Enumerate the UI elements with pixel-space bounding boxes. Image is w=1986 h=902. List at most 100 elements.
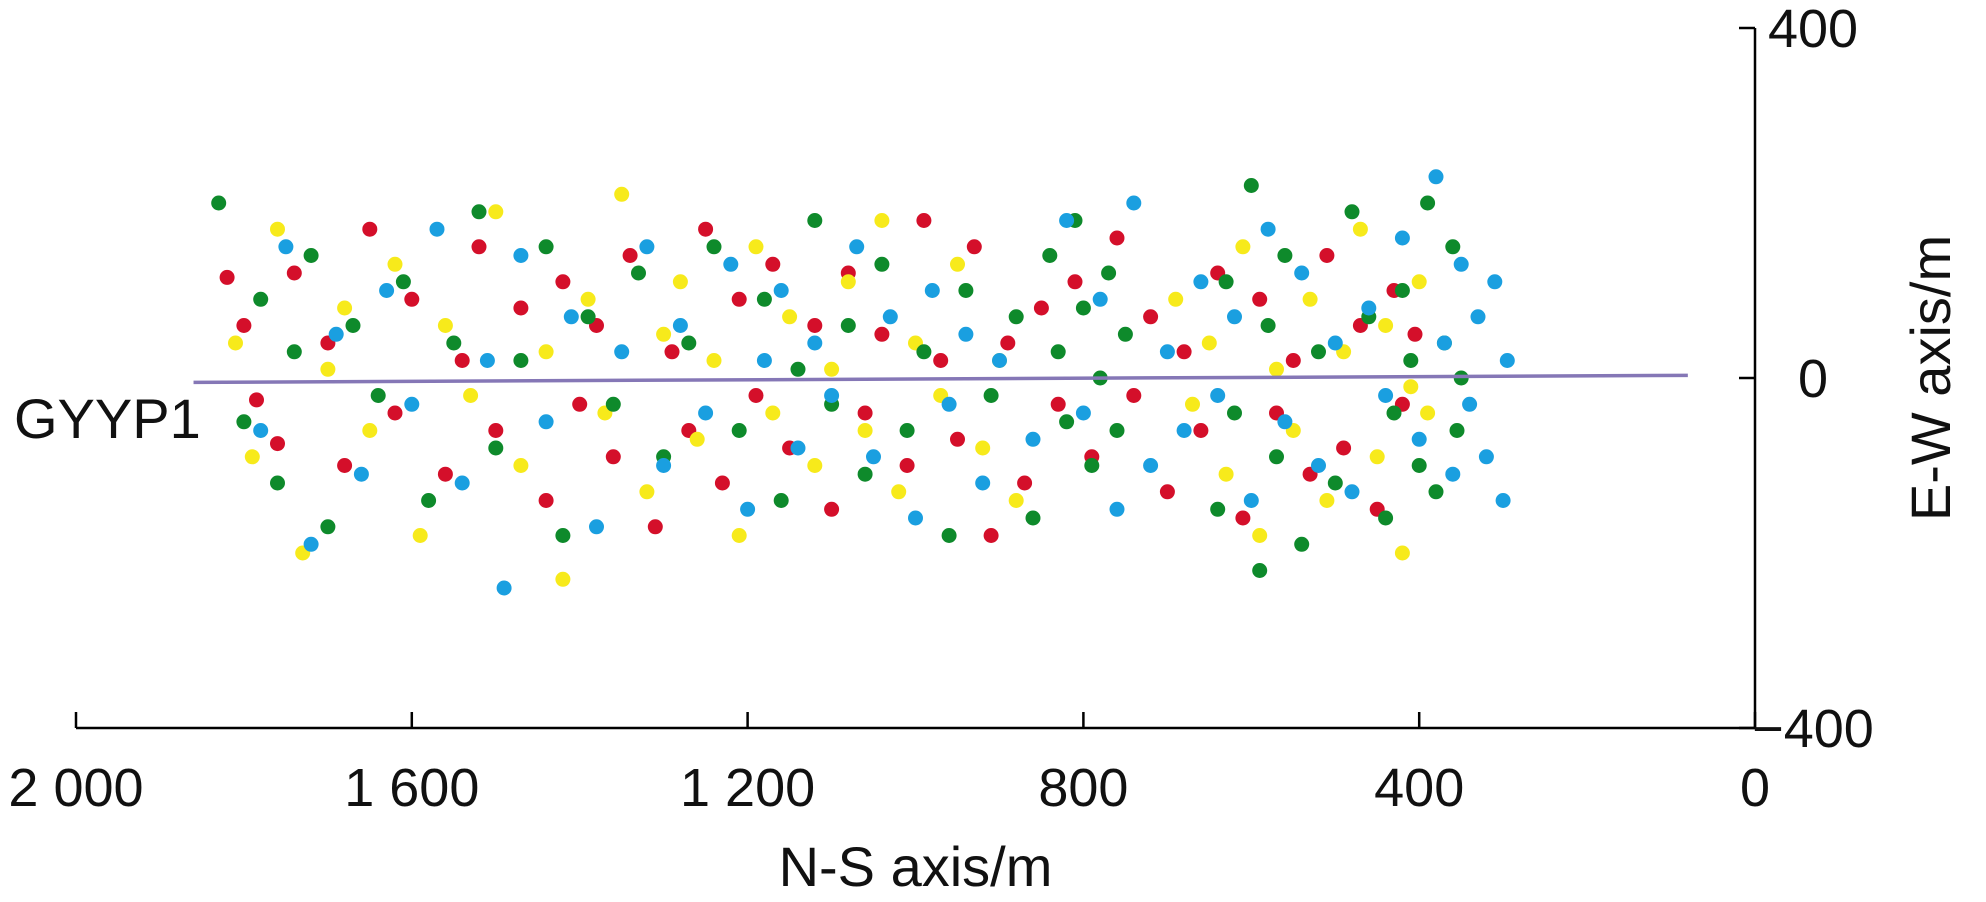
data-point-blue bbox=[849, 239, 865, 255]
data-point-blue bbox=[756, 353, 772, 368]
data-point-green bbox=[270, 475, 285, 491]
data-point-red bbox=[555, 274, 571, 290]
data-point-yellow bbox=[1008, 493, 1024, 508]
data-point-red bbox=[1159, 484, 1175, 500]
y-tick-label: 400 bbox=[1768, 0, 1858, 59]
data-point-red bbox=[1050, 396, 1066, 412]
data-point-green bbox=[513, 353, 529, 368]
data-point-yellow bbox=[1352, 221, 1368, 237]
data-point-yellow bbox=[580, 291, 596, 307]
data-point-green bbox=[1294, 536, 1310, 552]
data-point-blue bbox=[1453, 256, 1469, 272]
data-point-red bbox=[1319, 248, 1335, 263]
x-axis: 2 000 1 600 1 200 800 400 0 bbox=[8, 712, 1770, 818]
data-point-green bbox=[706, 239, 722, 255]
y-axis-title: E-W axis/m bbox=[1899, 235, 1962, 521]
data-point-blue bbox=[1499, 353, 1515, 368]
data-point-yellow bbox=[1168, 291, 1184, 307]
x-tick-label: 800 bbox=[1038, 758, 1128, 818]
data-point-blue bbox=[924, 283, 940, 298]
data-point-blue bbox=[941, 396, 957, 412]
data-point-green bbox=[211, 195, 227, 211]
data-point-blue bbox=[1394, 230, 1410, 246]
data-point-green bbox=[807, 213, 823, 228]
data-point-red bbox=[1033, 300, 1049, 316]
well-label: GYYP1 bbox=[14, 387, 201, 450]
data-point-red bbox=[966, 239, 982, 255]
data-point-green bbox=[857, 466, 873, 482]
data-point-yellow bbox=[857, 423, 873, 438]
data-point-blue bbox=[723, 256, 739, 272]
data-point-yellow bbox=[1269, 361, 1284, 377]
data-point-green bbox=[773, 493, 789, 508]
data-point-green bbox=[1428, 484, 1444, 500]
data-point-yellow bbox=[1201, 335, 1217, 351]
data-point-blue bbox=[773, 283, 789, 298]
data-point-yellow bbox=[488, 204, 504, 220]
data-point-green bbox=[1394, 283, 1410, 298]
data-point-blue bbox=[1025, 431, 1041, 447]
data-point-yellow bbox=[463, 388, 479, 403]
data-point-yellow bbox=[1185, 396, 1200, 412]
data-point-green bbox=[286, 344, 302, 360]
data-point-red bbox=[1252, 291, 1268, 307]
data-point-red bbox=[950, 431, 965, 447]
data-point-red bbox=[1407, 326, 1423, 342]
data-point-blue bbox=[1344, 484, 1360, 500]
data-point-red bbox=[249, 392, 264, 408]
data-point-blue bbox=[975, 475, 991, 491]
data-point-red bbox=[404, 291, 420, 307]
data-point-blue bbox=[1277, 414, 1293, 430]
data-point-blue bbox=[1311, 458, 1326, 473]
data-point-blue bbox=[328, 326, 344, 342]
data-point-red bbox=[874, 326, 890, 342]
data-point-blue bbox=[672, 318, 688, 333]
data-point-yellow bbox=[672, 274, 688, 290]
data-point-blue bbox=[824, 388, 840, 403]
data-point-red bbox=[748, 388, 764, 403]
data-point-green bbox=[421, 493, 437, 508]
data-point-red bbox=[387, 405, 403, 421]
data-point-red bbox=[1336, 440, 1352, 456]
data-point-yellow bbox=[689, 431, 705, 447]
data-point-green bbox=[1050, 344, 1066, 360]
data-point-yellow bbox=[874, 213, 890, 228]
data-point-blue bbox=[1428, 169, 1444, 185]
data-point-yellow bbox=[320, 361, 336, 377]
data-point-green bbox=[1403, 353, 1419, 368]
data-point-green bbox=[1101, 265, 1117, 281]
data-point-red bbox=[824, 501, 840, 517]
x-tick-label: 1 600 bbox=[344, 758, 479, 818]
data-point-green bbox=[538, 239, 554, 255]
y-tick-label: 0 bbox=[1798, 349, 1828, 409]
data-point-red bbox=[807, 318, 823, 333]
data-point-blue bbox=[866, 449, 881, 465]
y-tick-label: −400 bbox=[1752, 699, 1874, 759]
data-point-green bbox=[446, 335, 462, 351]
data-point-red bbox=[219, 269, 235, 285]
data-point-red bbox=[933, 353, 949, 368]
data-point-yellow bbox=[1394, 545, 1410, 561]
data-point-blue bbox=[698, 405, 714, 421]
data-point-blue bbox=[908, 510, 923, 526]
data-point-blue bbox=[404, 396, 420, 412]
data-point-green bbox=[303, 248, 319, 263]
data-point-yellow bbox=[782, 309, 798, 325]
data-point-yellow bbox=[731, 528, 747, 543]
data-point-red bbox=[1000, 335, 1016, 351]
data-point-red bbox=[362, 221, 378, 237]
data-point-green bbox=[1084, 458, 1100, 473]
data-point-yellow bbox=[891, 484, 907, 500]
data-point-red bbox=[286, 265, 302, 281]
data-point-blue bbox=[1436, 335, 1452, 351]
data-point-red bbox=[731, 291, 747, 307]
data-point-blue bbox=[1227, 309, 1242, 325]
data-point-blue bbox=[278, 239, 294, 255]
data-point-yellow bbox=[765, 405, 781, 421]
data-point-blue bbox=[303, 536, 319, 552]
data-point-blue bbox=[496, 580, 512, 596]
data-point-red bbox=[270, 436, 285, 452]
data-point-red bbox=[1109, 230, 1125, 246]
data-point-blue bbox=[1126, 195, 1142, 211]
data-point-yellow bbox=[412, 528, 428, 543]
